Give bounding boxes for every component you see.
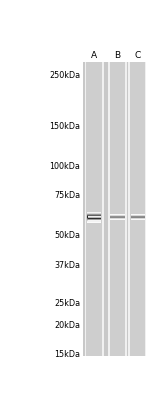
Text: 100kDa: 100kDa — [50, 162, 81, 171]
Bar — [110, 62, 125, 356]
Text: 250kDa: 250kDa — [49, 71, 81, 80]
Text: 50kDa: 50kDa — [55, 231, 81, 240]
Bar — [83, 62, 146, 356]
Bar — [108, 62, 110, 356]
Text: 20kDa: 20kDa — [55, 322, 81, 330]
Bar — [85, 62, 87, 356]
Text: 37kDa: 37kDa — [55, 260, 81, 270]
Text: 25kDa: 25kDa — [54, 299, 81, 308]
Bar — [125, 62, 127, 356]
Bar — [145, 62, 147, 356]
Bar — [128, 62, 130, 356]
Text: 15kDa: 15kDa — [55, 350, 81, 359]
Text: C: C — [134, 51, 141, 60]
Text: 75kDa: 75kDa — [54, 190, 81, 200]
Bar — [102, 62, 104, 356]
Text: 150kDa: 150kDa — [50, 122, 81, 131]
Text: B: B — [115, 51, 121, 60]
Bar — [87, 62, 102, 356]
Bar — [130, 62, 145, 356]
Text: A: A — [91, 51, 97, 60]
